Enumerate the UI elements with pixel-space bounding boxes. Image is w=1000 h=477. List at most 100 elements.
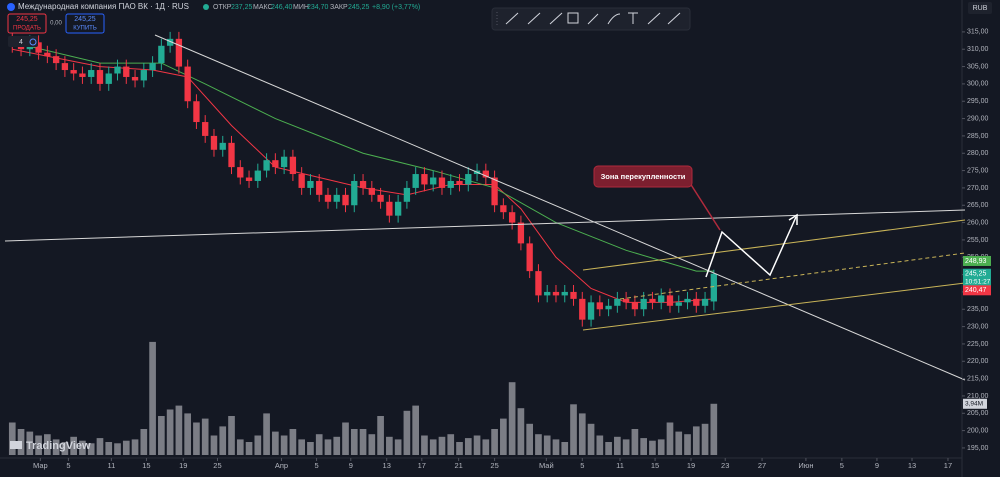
indicators-count: 4 <box>19 39 23 46</box>
volume-bar <box>526 423 534 455</box>
currency: RUB <box>973 5 988 12</box>
buy-label: КУПИТЬ <box>73 26 97 32</box>
volume-bar <box>675 431 683 455</box>
volume-bar <box>245 442 253 455</box>
volume-bar <box>228 416 235 455</box>
candle-body <box>237 167 244 178</box>
candle-body <box>52 56 60 64</box>
candle-body <box>710 273 717 302</box>
candle-body <box>658 295 665 303</box>
x-tick-label: 19 <box>179 461 187 470</box>
candle-body <box>123 66 130 77</box>
volume-bar <box>701 423 709 455</box>
volume-bar <box>210 435 218 455</box>
x-tick-label: 17 <box>418 461 426 470</box>
tool-icon[interactable] <box>647 12 661 25</box>
volume-bar <box>8 422 16 455</box>
candle-body <box>587 302 595 320</box>
volume-bar <box>640 438 648 455</box>
spread: 0,00 <box>50 21 62 27</box>
candle-body <box>263 160 270 171</box>
volume-bar <box>315 434 323 455</box>
candle-body <box>693 298 700 306</box>
y-tick-label: 280,00 <box>967 150 989 157</box>
candle-body <box>359 180 367 188</box>
x-tick-label: 5 <box>66 461 70 470</box>
y-tick-label: 290,00 <box>967 115 989 122</box>
volume-bar <box>140 429 148 455</box>
candle-body <box>44 52 51 57</box>
candle-body <box>140 70 147 81</box>
volume-bar <box>500 418 507 455</box>
candle-body <box>202 122 209 136</box>
tool-icon[interactable] <box>549 12 563 25</box>
candle-body <box>88 70 95 77</box>
volume-bar <box>184 413 191 455</box>
candle-body <box>412 174 419 188</box>
x-tick-label: Июн <box>798 461 813 470</box>
volume-tag-label: 3,94M <box>965 400 983 407</box>
candle-body <box>684 298 691 303</box>
candle-body <box>342 194 349 206</box>
volume-bar <box>263 413 270 455</box>
candle-body <box>421 174 428 185</box>
y-tick-label: 210,00 <box>967 393 989 400</box>
y-tick-label: 295,00 <box>967 98 989 105</box>
candle-body <box>96 70 104 84</box>
tool-icon[interactable] <box>628 12 638 24</box>
candle-body <box>456 180 463 185</box>
toolbar-bg <box>491 7 691 31</box>
volume-bar <box>193 422 200 455</box>
tool-icon[interactable] <box>527 12 541 25</box>
candle-body <box>114 66 121 74</box>
y-tick-label: 230,00 <box>967 323 989 330</box>
candle-body <box>640 298 647 310</box>
x-tick-label: 15 <box>142 461 150 470</box>
channel-lower <box>582 282 966 331</box>
x-tick-label: Мар <box>33 461 48 470</box>
x-tick-label: 9 <box>349 461 353 470</box>
buy-button[interactable] <box>65 13 105 34</box>
volume-bar <box>684 434 691 455</box>
x-tick-label: 25 <box>213 461 221 470</box>
candle-body <box>149 63 156 71</box>
volume-bar <box>394 439 402 455</box>
candle-body <box>228 142 235 168</box>
forecast-path <box>705 216 797 278</box>
x-tick-label: Апр <box>275 461 288 470</box>
candle-body <box>351 180 358 206</box>
candle-body <box>631 302 639 310</box>
volume-bar <box>429 439 437 455</box>
tool-icon[interactable] <box>567 12 579 24</box>
volume-bar <box>272 431 279 455</box>
volume-bar <box>289 429 297 455</box>
candle-body <box>298 174 305 188</box>
volume-bar <box>605 442 612 455</box>
ohlc-value: 245,25 <box>348 4 370 11</box>
volume-bar <box>158 416 165 455</box>
candle-body <box>368 187 375 195</box>
currency-box[interactable] <box>968 2 992 14</box>
tool-icon[interactable] <box>587 13 599 25</box>
volume-bar <box>61 442 69 455</box>
volume-bar <box>105 442 113 455</box>
tool-icon[interactable] <box>607 13 621 25</box>
candle-body <box>175 38 183 67</box>
volume-bar <box>122 440 130 455</box>
volume-bar <box>52 439 60 455</box>
volume-bar <box>333 436 341 455</box>
candle-body <box>105 73 112 84</box>
price-tag <box>963 255 991 266</box>
candle-body <box>649 298 656 303</box>
candle-body <box>614 298 621 306</box>
tool-icon[interactable] <box>505 12 519 25</box>
volume-bar <box>657 439 665 455</box>
volume-bar <box>517 408 525 455</box>
tool-icon[interactable] <box>667 12 681 25</box>
sell-button[interactable] <box>7 13 47 34</box>
volume-bar <box>578 413 586 455</box>
status-dot <box>203 4 209 10</box>
volume-bar <box>456 442 463 455</box>
volume-bar <box>473 435 481 455</box>
